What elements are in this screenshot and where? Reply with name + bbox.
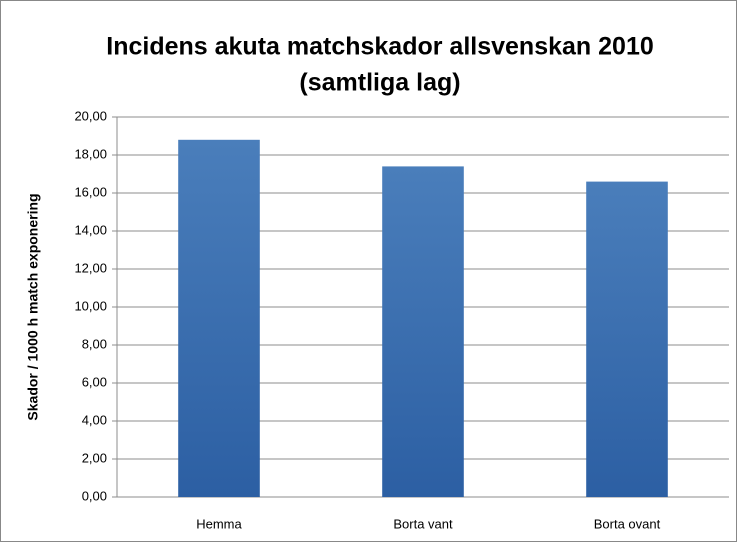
bar (586, 181, 668, 497)
x-tick-label: Borta ovant (594, 516, 661, 531)
x-tick-label: Hemma (196, 516, 242, 531)
y-tick-label: 0,00 (82, 488, 107, 503)
y-tick-label: 6,00 (82, 374, 107, 389)
y-tick-label: 2,00 (82, 450, 107, 465)
y-tick-label: 8,00 (82, 336, 107, 351)
bar (178, 139, 260, 498)
y-tick-label: 18,00 (74, 146, 107, 161)
chart-title: Incidens akuta matchskador allsvenskan 2… (106, 33, 654, 61)
chart-title: (samtliga lag) (299, 69, 460, 97)
y-tick-label: 14,00 (74, 222, 107, 237)
bar (382, 166, 464, 497)
y-tick-label: 12,00 (74, 260, 107, 275)
y-tick-label: 4,00 (82, 412, 107, 427)
y-tick-label: 16,00 (74, 184, 107, 199)
x-tick-label: Borta vant (393, 516, 453, 531)
y-tick-label: 10,00 (74, 298, 107, 313)
y-axis-title: Skador / 1000 h match exponering (25, 193, 41, 420)
y-tick-label: 20,00 (74, 108, 107, 123)
